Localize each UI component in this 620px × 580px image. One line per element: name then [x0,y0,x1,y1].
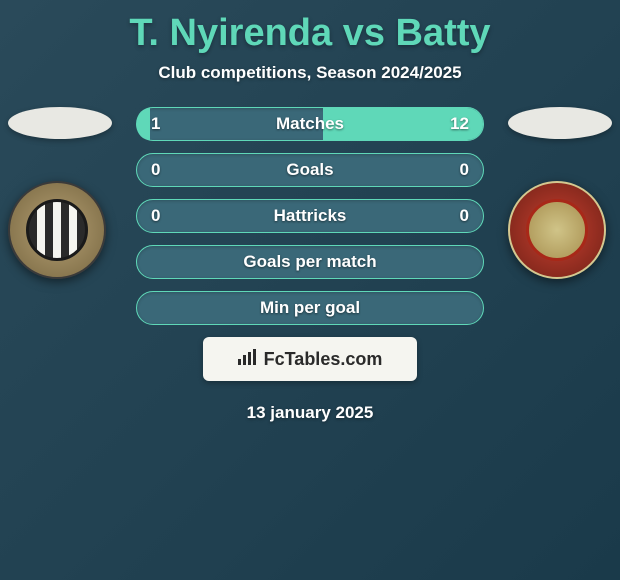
stat-value-right: 0 [460,206,469,226]
stat-row: 0 Goals 0 [136,153,484,187]
comparison-title: T. Nyirenda vs Batty [0,0,620,55]
stat-value-right: 12 [450,114,469,134]
stat-label: Goals per match [243,252,376,272]
badge-crest-icon [526,199,588,261]
brand-attribution[interactable]: FcTables.com [203,337,417,381]
main-area: 1 Matches 12 0 Goals 0 0 Hattricks 0 Goals per ma… [0,107,620,325]
notts-county-badge [8,181,106,279]
stat-row: 1 Matches 12 [136,107,484,141]
stat-value-left: 0 [151,206,160,226]
stat-value-left: 1 [151,114,160,134]
stat-label: Min per goal [260,298,360,318]
accrington-stanley-badge [508,181,606,279]
stat-value-right: 0 [460,160,469,180]
chart-icon [238,349,258,370]
stat-value-left: 0 [151,160,160,180]
player-left-column [8,107,112,279]
stat-fill-left [137,108,150,140]
player-right-column [508,107,612,279]
stats-list: 1 Matches 12 0 Goals 0 0 Hattricks 0 Goals per ma… [136,107,484,325]
stat-row: Goals per match [136,245,484,279]
stat-label: Matches [276,114,344,134]
stat-row: 0 Hattricks 0 [136,199,484,233]
snapshot-date: 13 january 2025 [0,403,620,423]
player-left-avatar-placeholder [8,107,112,139]
comparison-subtitle: Club competitions, Season 2024/2025 [0,63,620,83]
badge-stripes-icon [26,199,88,261]
brand-text: FcTables.com [264,349,383,370]
stat-row: Min per goal [136,291,484,325]
player-right-avatar-placeholder [508,107,612,139]
stat-label: Goals [286,160,333,180]
stat-label: Hattricks [274,206,347,226]
